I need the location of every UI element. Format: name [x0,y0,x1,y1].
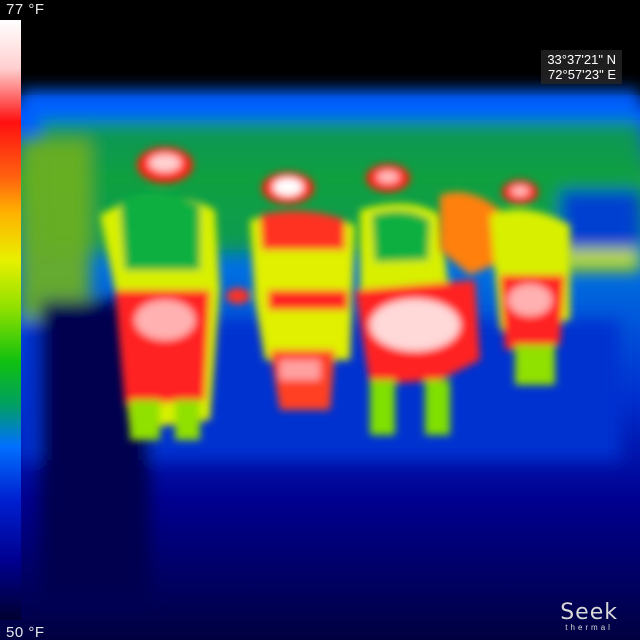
brand-logo: Seek thermal [560,600,618,633]
scale-max-label: 77 °F [6,1,45,18]
temperature-scale-bar [0,20,21,620]
gps-longitude: 72°57'23" E [548,67,616,82]
brand-sub: thermal [565,623,613,632]
brand-name: Seek [560,600,618,625]
gps-readout: 33°37'21" N 72°57'23" E [541,50,622,84]
scale-min-label: 50 °F [6,624,45,640]
gps-latitude: 33°37'21" N [547,52,616,67]
